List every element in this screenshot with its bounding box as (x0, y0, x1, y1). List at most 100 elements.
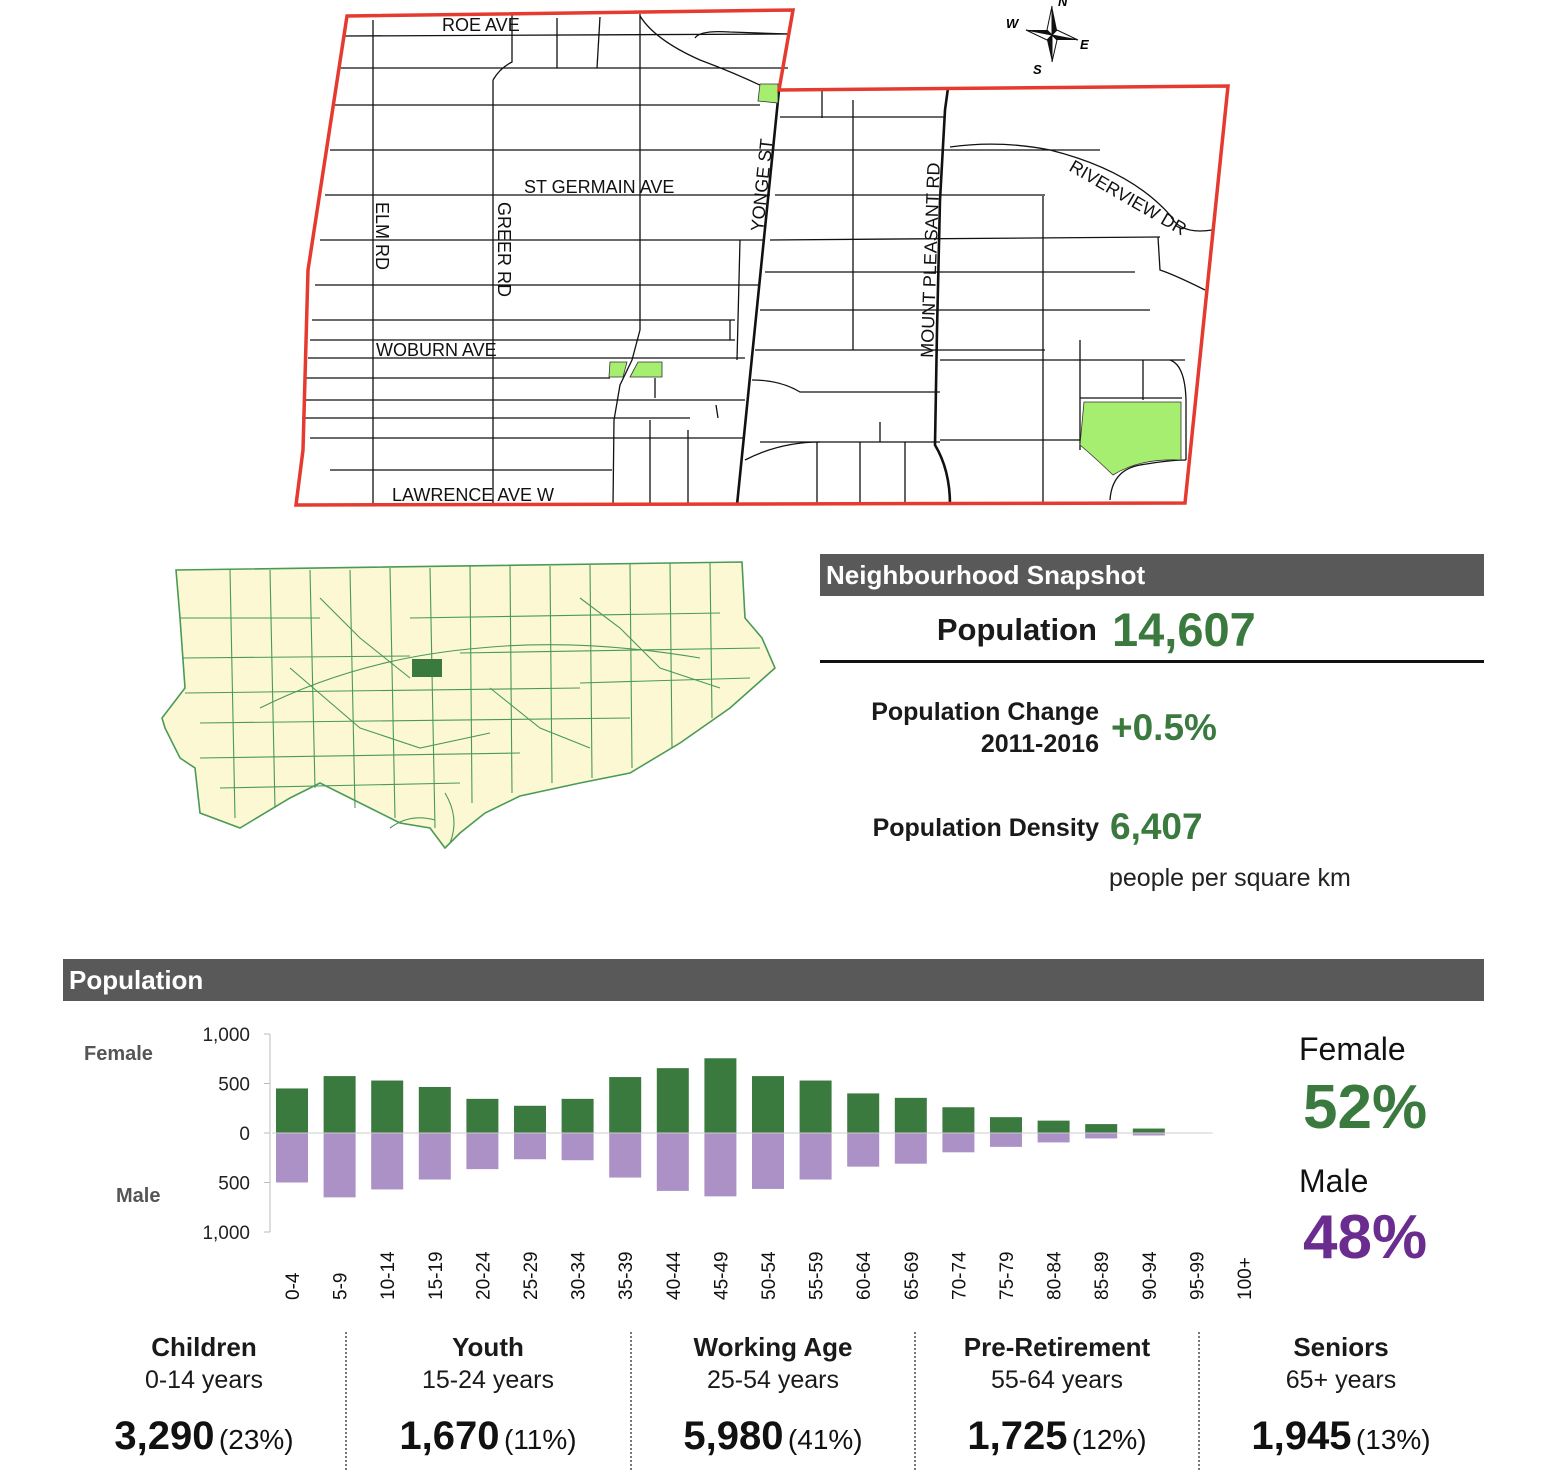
male-bar-0-4 (276, 1133, 308, 1183)
x-tick-label: 0-4 (283, 1272, 304, 1300)
age-group-range: 15-24 years (421, 1366, 555, 1394)
x-tick-label: 90-94 (1140, 1251, 1161, 1300)
age-group-children: Children 0-14 years 3,290 (23%) (63, 1330, 345, 1459)
compass-e: E (1080, 37, 1089, 52)
y-tick-label: 0 (239, 1124, 250, 1145)
x-tick-label: 60-64 (854, 1251, 875, 1300)
female-bar-35-39 (609, 1077, 642, 1133)
population-header: Population (63, 959, 1484, 1001)
male-bar-80-84 (1037, 1133, 1070, 1143)
x-tick-label: 30-34 (569, 1251, 590, 1300)
x-tick-label: 35-39 (616, 1251, 637, 1300)
ward-lines (180, 562, 761, 844)
street-label-elm: ELM RD (372, 202, 392, 270)
male-bar-85-89 (1085, 1133, 1118, 1139)
male-bar-45-49 (704, 1133, 737, 1197)
age-group-divider (914, 1332, 916, 1470)
age-group-title: Working Age (693, 1332, 853, 1362)
male-share-value: 48% (1303, 1203, 1428, 1272)
street-label-lawrence: LAWRENCE AVE W (392, 485, 554, 505)
population-density-unit: people per square km (1109, 864, 1351, 892)
female-bar-45-49 (704, 1058, 737, 1133)
compass-rose-icon: N S E W (1006, 0, 1089, 77)
male-side-label: Male (116, 1185, 161, 1207)
male-bar-60-64 (847, 1133, 880, 1167)
city-locator-map (161, 561, 776, 850)
age-group-range: 0-14 years (144, 1366, 264, 1394)
female-bar-15-19 (418, 1086, 451, 1133)
male-bar-70-74 (942, 1133, 975, 1153)
age-group-title: Children (151, 1332, 257, 1362)
snapshot-header: Neighbourhood Snapshot (820, 554, 1484, 596)
x-tick-label: 50-54 (759, 1251, 780, 1300)
age-group-count: 5,980 (683, 1414, 784, 1458)
compass-s: S (1033, 62, 1042, 77)
age-group-pct: (41%) (787, 1424, 863, 1455)
female-bar-0-4 (276, 1088, 308, 1133)
female-bar-85-89 (1085, 1124, 1118, 1133)
street-label-roe: ROE AVE (442, 15, 520, 35)
age-group-range: 55-64 years (990, 1366, 1124, 1394)
age-group-divider (345, 1332, 347, 1470)
population-label: Population (936, 612, 1097, 647)
age-group-range: 25-54 years (706, 1366, 840, 1394)
age-group-pct: (12%) (1071, 1424, 1147, 1455)
x-tick-label: 20-24 (473, 1251, 494, 1300)
x-tick-label: 40-44 (664, 1251, 685, 1300)
age-group-pct: (23%) (218, 1424, 294, 1455)
y-tick-label: 1,000 (202, 1223, 250, 1244)
female-share-label: Female (1299, 1031, 1406, 1067)
x-tick-label: 65-69 (902, 1251, 923, 1300)
population-change-label: Population Change 2011-2016 (820, 696, 1099, 760)
compass-w: W (1006, 16, 1020, 31)
parks (608, 83, 1182, 476)
male-bar-55-59 (799, 1133, 832, 1180)
x-tick-label: 70-74 (949, 1251, 970, 1300)
female-bar-20-24 (466, 1098, 499, 1133)
female-bar-65-69 (894, 1097, 927, 1133)
street-lines (295, 9, 1213, 507)
age-group-youth: Youth 15-24 years 1,670 (11%) (347, 1330, 629, 1459)
y-tick-label: 500 (218, 1075, 250, 1096)
street-label-greer: GREER RD (494, 202, 514, 297)
male-bar-35-39 (609, 1133, 642, 1178)
female-bar-30-34 (561, 1098, 594, 1133)
population-value: 14,607 (1112, 603, 1256, 656)
female-bar-40-44 (656, 1068, 689, 1133)
age-group-divider (630, 1332, 632, 1470)
male-bar-65-69 (894, 1133, 927, 1164)
female-side-label: Female (84, 1043, 153, 1065)
population-pyramid-chart: 1,000 500 0 500 1,000 0-4 5-9 10-14 15-19 20-24 25… (202, 1025, 1256, 1300)
population-change-label-line1: Population Change (871, 698, 1099, 726)
age-group-seniors: Seniors 65+ years 1,945 (13%) (1200, 1330, 1482, 1459)
age-group-pct: (11%) (503, 1424, 577, 1455)
population-change-value: +0.5% (1111, 707, 1217, 748)
male-bar-30-34 (561, 1133, 594, 1161)
female-bar-70-74 (942, 1107, 975, 1133)
population-density-value: 6,407 (1110, 806, 1203, 847)
female-bar-75-79 (990, 1117, 1022, 1133)
male-bar-25-29 (514, 1133, 546, 1160)
age-group-working-age: Working Age 25-54 years 5,980 (41%) (632, 1330, 914, 1459)
age-group-pct: (13%) (1355, 1424, 1431, 1455)
population-density-label: Population Density (872, 814, 1099, 842)
x-tick-label: 100+ (1235, 1257, 1256, 1300)
x-tick-label: 95-99 (1187, 1251, 1208, 1300)
female-bar-10-14 (371, 1080, 404, 1133)
age-group-title: Pre-Retirement (963, 1332, 1151, 1362)
x-tick-label: 85-89 (1092, 1251, 1113, 1300)
female-share-value: 52% (1303, 1073, 1428, 1142)
male-bar-50-54 (752, 1133, 784, 1189)
street-label-mount-pleasant: MOUNT PLEASANT RD (917, 162, 944, 358)
street-label-st-germain: ST GERMAIN AVE (524, 177, 674, 197)
male-bar-5-9 (323, 1133, 356, 1198)
x-tick-label: 55-59 (807, 1251, 828, 1300)
age-group-title: Youth (452, 1332, 524, 1362)
male-share-label: Male (1299, 1163, 1369, 1199)
male-bar-75-79 (990, 1133, 1022, 1147)
neighbourhood-boundary (294, 8, 1230, 507)
x-tick-label: 45-49 (711, 1251, 732, 1300)
compass-n: N (1058, 0, 1068, 9)
x-tick-label: 80-84 (1045, 1251, 1066, 1300)
city-outline (161, 561, 776, 850)
